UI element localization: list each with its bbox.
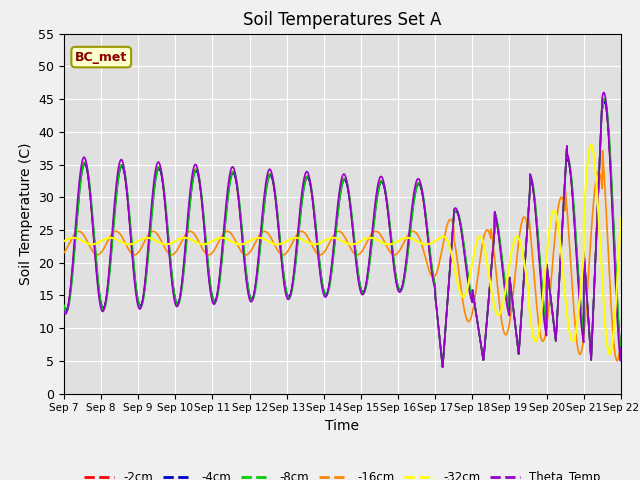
Legend: -2cm, -4cm, -8cm, -16cm, -32cm, Theta_Temp: -2cm, -4cm, -8cm, -16cm, -32cm, Theta_Te… — [80, 466, 605, 480]
Text: BC_met: BC_met — [75, 50, 127, 63]
Title: Soil Temperatures Set A: Soil Temperatures Set A — [243, 11, 442, 29]
X-axis label: Time: Time — [325, 419, 360, 433]
Y-axis label: Soil Temperature (C): Soil Temperature (C) — [19, 143, 33, 285]
